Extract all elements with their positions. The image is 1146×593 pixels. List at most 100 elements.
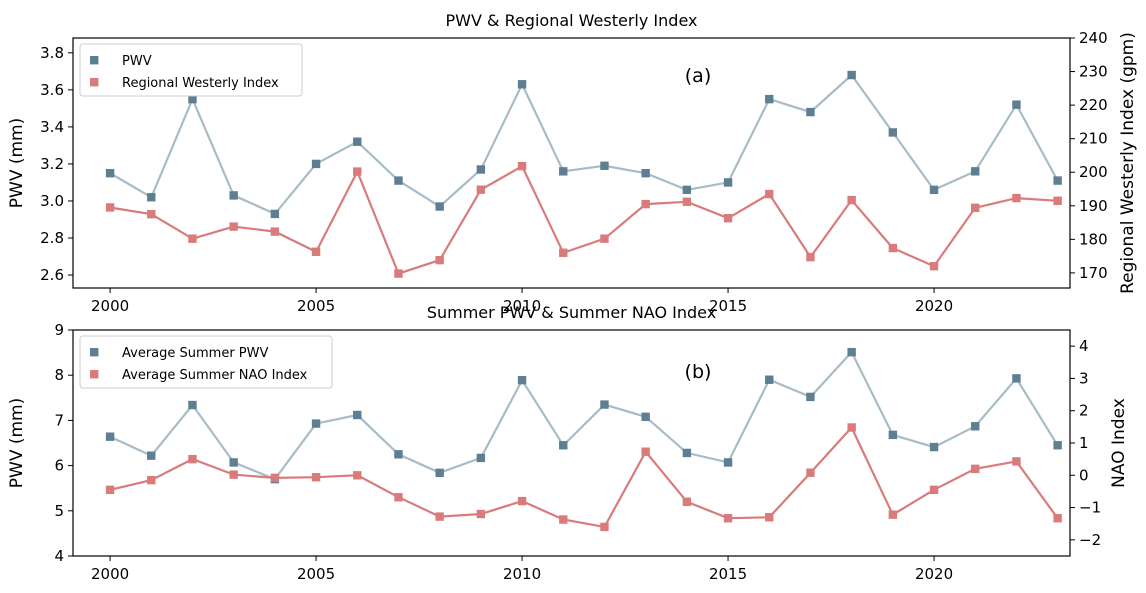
data-point [188,400,197,410]
data-point [1012,193,1021,203]
data-point [1053,441,1062,450]
series-line [109,164,1058,275]
data-point [270,227,280,236]
data-point [971,167,980,176]
y-right-tick-label: −1 [1079,499,1101,517]
y-right-tick-label: 240 [1079,29,1108,47]
data-point [929,442,939,452]
data-point [147,193,156,202]
data-point [105,485,115,495]
x-tick-label: 2010 [503,565,541,583]
data-point [682,185,692,195]
data-point [188,94,197,104]
data-point [559,515,568,524]
data-point [888,510,898,519]
x-tick-label: 2000 [91,565,129,583]
data-point [765,513,774,522]
series-pwv [105,70,1062,219]
data-point [600,400,609,409]
data-point [559,167,568,176]
y-right-tick-label: 180 [1079,230,1108,248]
data-point [394,269,403,278]
data-point [311,473,321,482]
data-point [806,392,815,402]
data-point [723,178,733,187]
data-point [353,410,362,420]
series-index [105,161,1062,278]
data-point [270,209,280,219]
panel-label: (a) [685,65,711,87]
legend-marker [90,56,99,65]
y-left-tick-label: 3.8 [40,44,64,62]
y-left-tick-label: 3.4 [40,118,64,136]
data-point [517,80,527,89]
y-right-tick-label: −2 [1079,531,1101,549]
x-tick-label: 2020 [915,297,953,315]
panel-label: (b) [685,361,712,383]
data-point [723,458,733,467]
data-point [394,493,403,502]
data-point [270,473,280,483]
y-left-tick-label: 2.6 [40,266,64,284]
data-point [929,261,939,271]
data-point [888,243,898,253]
y-left-tick-label: 3.0 [40,192,64,210]
y-left-tick-label: 2.8 [40,229,64,247]
data-point [1012,100,1021,109]
x-tick-label: 2010 [503,297,541,315]
data-point [229,191,238,200]
data-point [353,137,362,146]
y-left-tick-label: 4 [54,547,64,565]
data-point [435,255,444,265]
data-point [311,159,321,169]
y-left-tick-label: 6 [54,457,64,475]
y-right-tick-label: 2 [1079,402,1089,420]
data-point [435,512,444,521]
data-point [723,214,733,223]
y-left-tick-label: 8 [54,366,64,384]
data-point [311,247,321,256]
y-left-axis-label: PWV (mm) [7,118,27,208]
y-right-tick-label: 0 [1079,466,1089,484]
legend-label: Average Summer NAO Index [122,368,308,383]
data-point [517,496,527,506]
data-point [1012,457,1021,466]
data-point [847,347,856,357]
legend: Average Summer PWV Average Summer NAO Ind… [79,335,333,389]
series-line [109,425,1059,529]
data-point [394,450,403,459]
y-right-tick-label: 170 [1079,264,1108,282]
data-point [353,471,362,480]
x-tick-label: 2015 [709,565,747,583]
y-left-tick-label: 3.2 [40,155,64,173]
panel-a: PWV & Regional Westerly Index 2000 2005 201… [7,11,1138,315]
data-point [888,430,898,440]
data-point [971,464,980,474]
data-point [682,448,692,458]
y-right-tick-label: 3 [1079,369,1089,387]
data-point [723,514,733,523]
y-right-axis-label: NAO Index [1109,398,1129,488]
data-point [765,94,774,104]
data-point [929,485,939,495]
data-point [600,161,609,170]
y-left-tick-label: 7 [54,411,64,429]
data-point [559,441,568,450]
data-point [476,509,486,519]
data-point [353,167,362,176]
data-point [641,168,650,178]
data-point [435,202,444,211]
data-point [888,128,898,137]
data-point [847,423,856,432]
legend-frame [79,43,303,97]
legend-marker [90,78,99,87]
data-point [476,165,486,174]
legend-label: Regional Westerly Index [122,76,279,91]
data-point [476,453,486,463]
data-point [1053,514,1062,523]
legend-frame [79,335,333,389]
x-tick-label: 2015 [709,297,747,315]
